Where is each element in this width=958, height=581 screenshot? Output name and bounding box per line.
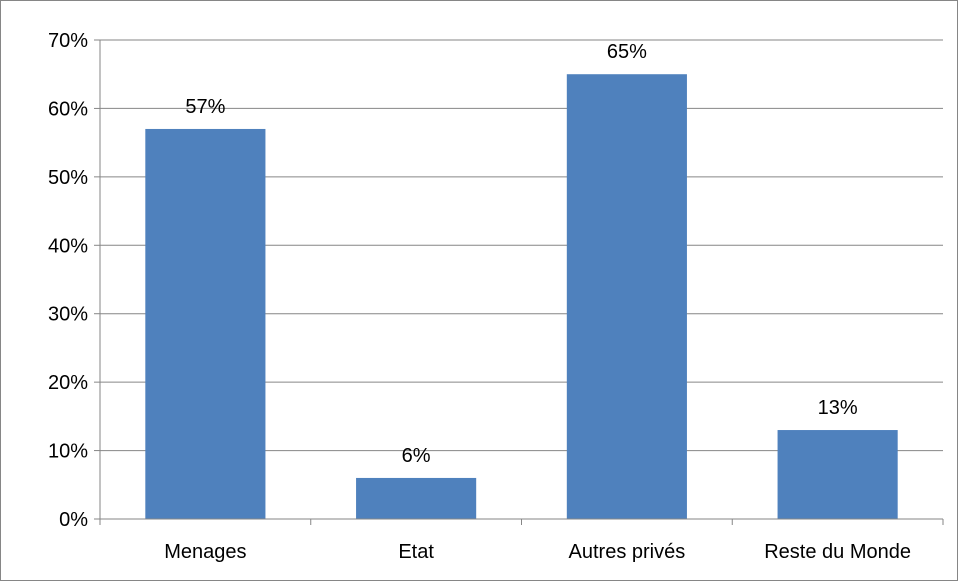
bar: [356, 477, 477, 519]
axes: [94, 39, 944, 525]
y-tick-label: 10%: [48, 441, 88, 463]
x-category-label: Etat: [398, 541, 434, 563]
x-category-label: Autres privés: [569, 541, 686, 563]
labels: 0% 10% 20% 30% 40% 50% 60% 70% 57% Menages 6% Etat 6…: [48, 30, 911, 563]
bars: [145, 74, 898, 519]
bar: [145, 128, 266, 519]
y-tick-label: 20%: [48, 372, 88, 394]
y-tick-label: 30%: [48, 304, 88, 326]
bar: [777, 430, 898, 519]
data-label: 57%: [185, 96, 225, 118]
data-label: 65%: [607, 41, 647, 63]
y-tick-label: 0%: [59, 509, 88, 531]
data-label: 6%: [402, 445, 431, 467]
bar: [566, 74, 687, 519]
x-category-label: Menages: [164, 541, 246, 563]
y-tick-label: 70%: [48, 30, 88, 52]
data-label: 13%: [818, 397, 858, 419]
y-tick-label: 60%: [48, 98, 88, 120]
x-category-label: Reste du Monde: [764, 541, 911, 563]
y-tick-label: 40%: [48, 235, 88, 257]
y-tick-label: 50%: [48, 167, 88, 189]
